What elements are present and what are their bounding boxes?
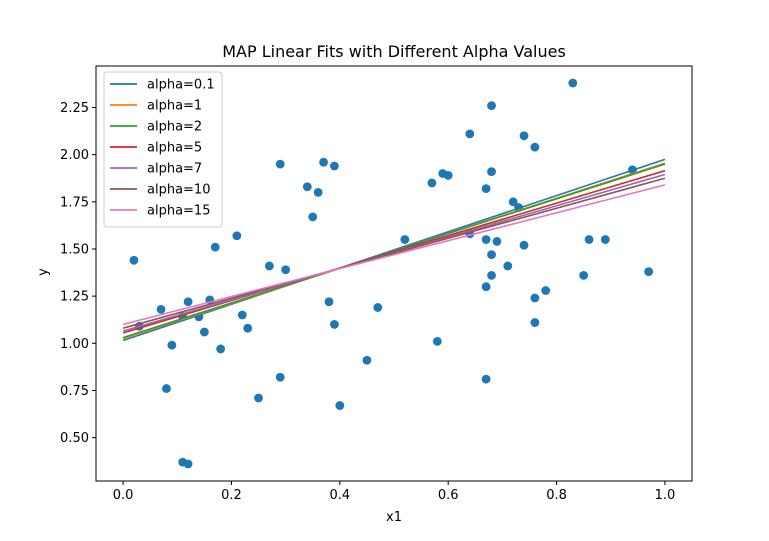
- series-line-alpha-0-1: [122, 158, 666, 342]
- scatter-point: [508, 197, 518, 207]
- scatter-point: [503, 261, 513, 271]
- scatter-point: [487, 167, 496, 177]
- scatter-point: [568, 78, 578, 88]
- legend-label: alpha=7: [147, 162, 202, 177]
- scatter-point: [264, 261, 274, 271]
- scatter-point: [302, 182, 312, 192]
- scatter-point: [199, 327, 209, 337]
- legend-label: alpha=10: [147, 183, 210, 198]
- scatter-point: [275, 159, 285, 169]
- x-tick-label: 0.2: [221, 488, 242, 503]
- scatter-point: [319, 157, 328, 167]
- scatter-point: [183, 297, 193, 307]
- series-line-alpha-2: [122, 163, 666, 339]
- scatter-point: [400, 235, 410, 244]
- axes-frame: [95, 65, 693, 482]
- scatter-point: [362, 355, 372, 365]
- y-axis: 0.50 0.75 1.00 1.25 1.50 1.75 2.00 2.25: [60, 101, 96, 446]
- legend-label: alpha=2: [147, 120, 202, 135]
- scatter-point: [281, 265, 291, 275]
- y-tick-label: 0.50: [60, 431, 89, 446]
- scatter-point: [487, 250, 496, 260]
- legend-label: alpha=5: [147, 141, 202, 156]
- scatter-point: [465, 129, 475, 139]
- scatter-point: [481, 235, 491, 244]
- scatter-point: [167, 340, 177, 350]
- scatter-point: [156, 304, 166, 314]
- scatter-point: [579, 270, 589, 280]
- scatter-point: [330, 320, 339, 329]
- scatter-point: [584, 235, 594, 244]
- scatter-point: [487, 101, 496, 111]
- y-tick-label: 2.25: [60, 101, 89, 116]
- scatter-point: [644, 267, 654, 277]
- chart-title: MAP Linear Fits with Different Alpha Val…: [222, 42, 566, 61]
- series-line-alpha-5: [122, 169, 666, 334]
- scatter-point: [254, 393, 263, 403]
- series-line-alpha-10: [122, 177, 666, 329]
- scatter-point: [210, 242, 220, 252]
- x-tick-label: 1.0: [655, 488, 676, 503]
- scatter-point: [275, 372, 285, 382]
- x-axis: 0.0 0.2 0.4 0.6 0.8 1.0: [113, 481, 676, 503]
- y-axis-label: y: [36, 268, 51, 276]
- scatter-point: [237, 310, 247, 320]
- x-axis-label: x1: [386, 510, 402, 525]
- y-tick-label: 0.75: [60, 384, 89, 399]
- scatter-point: [232, 231, 242, 241]
- scatter-point: [600, 235, 610, 244]
- scatter-point: [530, 318, 540, 327]
- scatter-point: [427, 178, 437, 188]
- scatter-point: [243, 323, 253, 333]
- scatter-point: [335, 401, 345, 410]
- legend-label: alpha=15: [147, 204, 210, 219]
- scatter-point: [481, 374, 491, 384]
- y-tick-label: 1.00: [60, 337, 89, 352]
- x-tick-label: 0.0: [113, 488, 134, 503]
- scatter-point: [530, 142, 540, 152]
- x-tick-label: 0.4: [329, 488, 350, 503]
- scatter-point: [492, 237, 502, 246]
- scatter-point: [481, 282, 491, 292]
- x-tick-label: 0.8: [546, 488, 567, 503]
- scatter-point: [432, 337, 442, 346]
- y-tick-label: 1.75: [60, 195, 89, 210]
- scatter-point: [373, 303, 383, 312]
- legend-label: alpha=1: [147, 99, 202, 114]
- legend-label: alpha=0.1: [147, 78, 215, 93]
- scatter-point: [129, 255, 139, 265]
- scatter-point: [443, 171, 453, 180]
- scatter-point: [313, 187, 323, 197]
- scatter-point: [487, 270, 496, 280]
- scatter-point: [308, 212, 318, 222]
- scatter-point: [183, 459, 193, 469]
- y-tick-label: 1.25: [60, 290, 89, 305]
- scatter-point: [519, 131, 529, 141]
- scatter-point: [481, 184, 491, 194]
- scatter-point: [324, 297, 334, 307]
- y-tick-label: 2.00: [60, 148, 89, 163]
- scatter-point: [530, 293, 540, 303]
- scatter-point: [330, 161, 339, 171]
- scatter-point: [216, 344, 226, 354]
- scatter-point: [519, 240, 529, 250]
- y-tick-label: 1.50: [60, 242, 89, 257]
- legend: alpha=0.1 alpha=1 alpha=2 alpha=5 alpha=7 alp…: [103, 71, 223, 228]
- scatter-point: [162, 384, 171, 393]
- x-tick-label: 0.6: [438, 488, 459, 503]
- scatter-point: [541, 286, 551, 295]
- series-line-alpha-15: [122, 184, 666, 326]
- plot-area: [95, 65, 693, 482]
